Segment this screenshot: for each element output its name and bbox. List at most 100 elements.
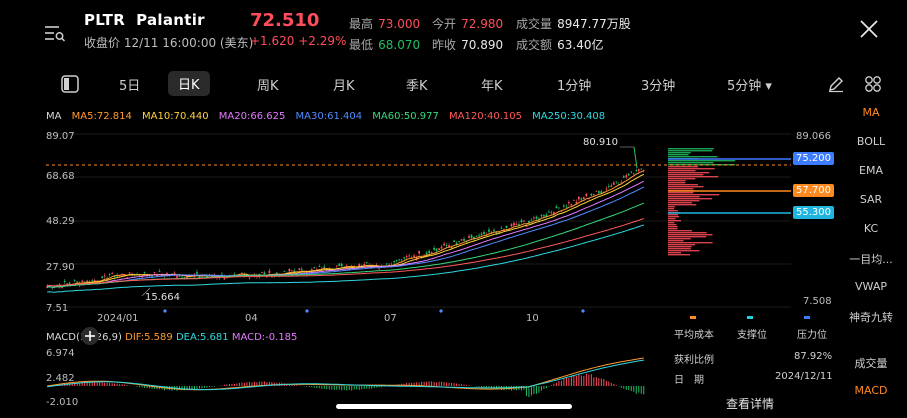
chip-bar	[668, 198, 713, 200]
ma10-value: MA10:70.440	[142, 111, 209, 122]
ma120-line	[47, 218, 644, 287]
candle-body	[345, 265, 348, 267]
candle-body	[73, 280, 76, 282]
avg-cost-label: 平均成本	[674, 330, 714, 341]
resistance-label: 压力位	[797, 330, 827, 341]
x-label: 10	[526, 313, 539, 324]
candle-body	[161, 275, 163, 276]
stat-label: 最高	[349, 17, 374, 31]
close-icon[interactable]	[858, 18, 880, 40]
chip-bar	[668, 254, 691, 256]
macd-value: MACD:-0.185	[231, 332, 298, 343]
y-label: 48.29	[46, 216, 75, 227]
macd-dif: DIF:5.589	[125, 332, 173, 343]
candle-body	[51, 287, 54, 289]
menu-icon[interactable]	[44, 23, 66, 43]
tab-monthly[interactable]: 月K	[333, 79, 355, 94]
ma30-line	[47, 186, 645, 288]
tab-5day[interactable]: 5日	[119, 79, 141, 94]
stat-label: 成交量	[516, 17, 553, 31]
tab-1min[interactable]: 1分钟	[557, 79, 592, 94]
candle-body	[582, 197, 585, 200]
candle-body	[625, 175, 628, 178]
candle-body	[592, 194, 595, 196]
tab-quarterly[interactable]: 季K	[406, 79, 428, 94]
side-item-volume[interactable]: 成交量	[854, 357, 888, 370]
candle-body	[388, 264, 391, 266]
candle-body	[93, 280, 96, 282]
candle-body	[637, 169, 640, 172]
ma10-line	[47, 173, 645, 288]
chip-bar	[668, 178, 696, 180]
chip-bar	[668, 182, 686, 184]
tab-daily[interactable]: 日K	[168, 71, 210, 96]
candle-body	[430, 252, 433, 254]
candle-body	[570, 204, 573, 206]
stat-label: 成交额	[516, 38, 553, 52]
layout-toggle-icon[interactable]	[61, 75, 79, 97]
chip-bar	[668, 224, 677, 226]
tab-3min[interactable]: 3分钟	[641, 79, 676, 94]
resistance-marker	[804, 316, 810, 319]
chip-bar	[668, 228, 678, 230]
chip-bar	[668, 238, 691, 240]
tab-weekly[interactable]: 周K	[257, 79, 279, 94]
candle-body	[597, 190, 600, 193]
chip-bar	[668, 240, 684, 242]
candle-body	[503, 229, 505, 231]
candle-body	[572, 199, 575, 201]
candle-body	[620, 182, 623, 184]
candle-body	[196, 271, 198, 274]
candle-body	[443, 243, 445, 246]
chip-bar	[668, 150, 713, 152]
x-label: 07	[384, 313, 397, 324]
candle-body	[221, 273, 223, 275]
indicator-grid-icon[interactable]	[864, 75, 882, 97]
view-details-link[interactable]: 查看详情	[726, 397, 775, 411]
chip-bar	[668, 226, 678, 228]
candle-body	[198, 276, 201, 279]
side-item-macd[interactable]: MACD	[854, 384, 888, 397]
candle-body	[290, 270, 293, 272]
stat-value: 70.890	[461, 38, 504, 52]
candle-body	[448, 245, 450, 248]
ma20-line	[47, 180, 645, 288]
stat-value: 72.980	[461, 17, 504, 31]
candle-body	[158, 271, 161, 272]
side-item-boll[interactable]: BOLL	[856, 135, 886, 148]
stat-label: 今开	[432, 17, 457, 31]
tab-yearly[interactable]: 年K	[481, 79, 503, 94]
low-annotation: 15.664	[145, 292, 180, 303]
y-label-right-top: 89.066	[796, 131, 831, 142]
avg-cost-price-tag: 57.700	[793, 184, 834, 197]
candle-body	[111, 273, 114, 275]
draw-pen-icon[interactable]	[827, 75, 845, 97]
candle-body	[261, 272, 263, 274]
candle-body	[126, 277, 128, 279]
side-item-td-nine[interactable]: 神奇九转	[849, 311, 893, 324]
side-item-vwap[interactable]: VWAP	[855, 280, 887, 293]
candle-body	[498, 231, 500, 233]
candle-body	[403, 257, 406, 259]
home-indicator	[336, 404, 572, 409]
candle-body	[390, 264, 393, 266]
chip-bar	[668, 180, 686, 182]
side-item-ichimoku[interactable]: 一目均...	[849, 253, 893, 266]
resistance-price-tag: 75.200	[793, 152, 834, 165]
crosshair-add-icon[interactable]	[81, 327, 99, 345]
tab-5min-dropdown[interactable]: 5分钟 ▾	[727, 79, 772, 94]
chip-bar	[668, 250, 700, 252]
side-item-ma[interactable]: MA	[862, 106, 880, 119]
side-item-sar[interactable]: SAR	[859, 193, 883, 206]
chip-bar	[668, 206, 675, 208]
candle-body	[615, 181, 618, 183]
candle-body	[612, 182, 615, 185]
candle-body	[590, 193, 593, 196]
side-item-kc[interactable]: KC	[863, 222, 879, 235]
side-item-ema[interactable]: EMA	[859, 164, 883, 177]
stock-title: PLTR Palantir	[84, 11, 205, 29]
candle-body	[490, 231, 493, 233]
candle-body	[268, 270, 271, 274]
candle-body	[385, 263, 388, 265]
